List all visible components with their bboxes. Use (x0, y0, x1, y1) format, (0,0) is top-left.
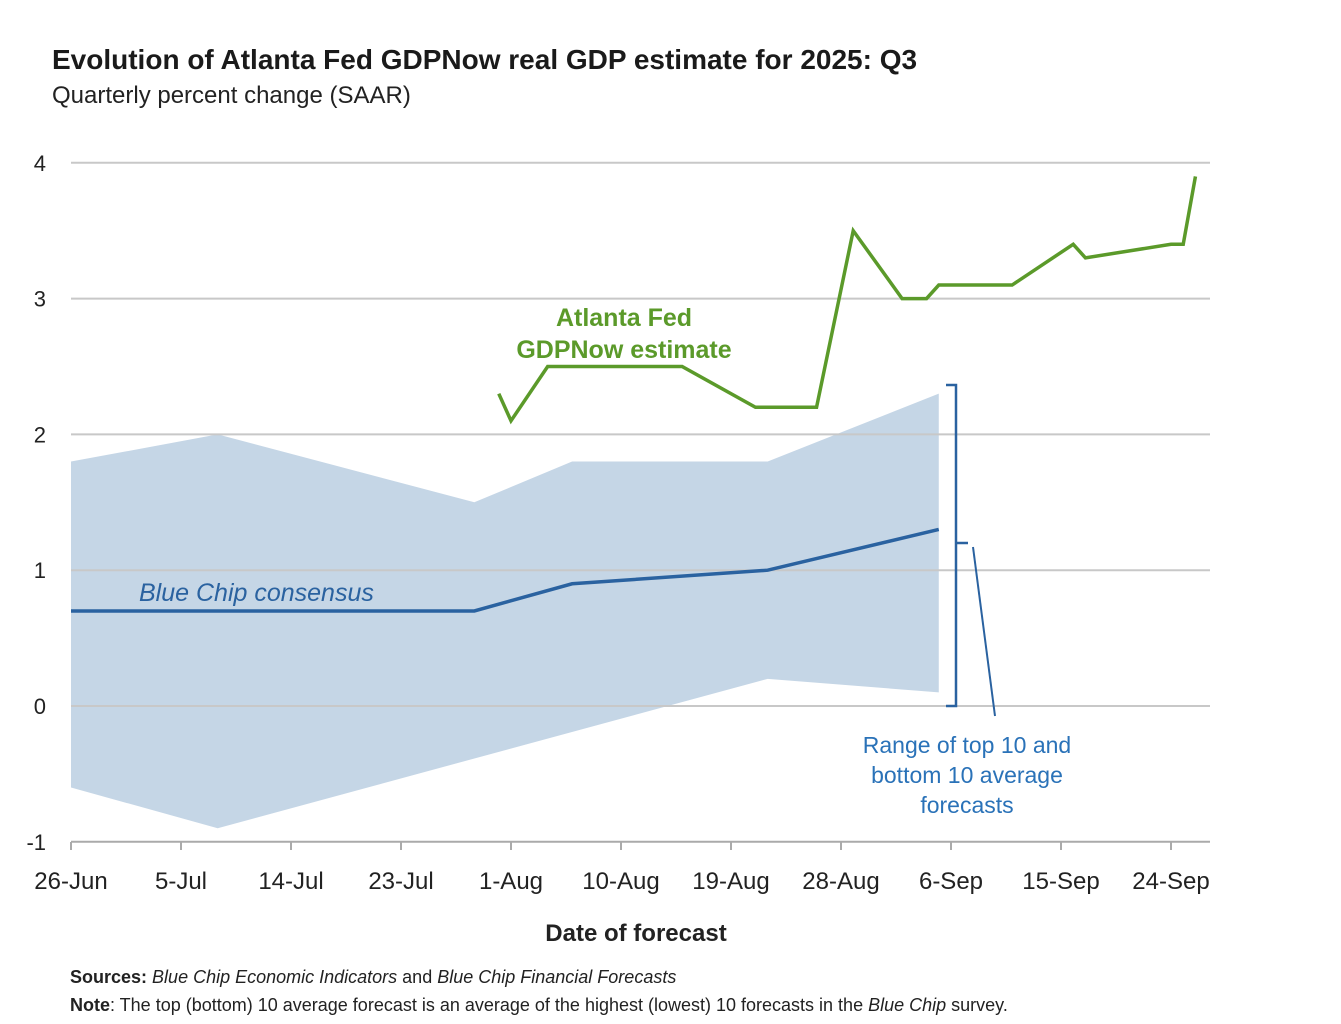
sources-note: Sources: Blue Chip Economic Indicators a… (70, 967, 676, 988)
gdpnow-label-line: Atlanta Fed (556, 304, 692, 332)
x-tick-label: 10-Aug (582, 868, 659, 895)
x-tick-label: 19-Aug (692, 868, 769, 895)
blue-chip-line (71, 527, 940, 613)
x-tick-label: 6-Sep (919, 868, 983, 895)
x-axis-title: Date of forecast (545, 920, 726, 947)
x-tick-label: 14-Jul (258, 868, 323, 895)
range-annotation-line: bottom 10 average (871, 762, 1063, 788)
source-1: Blue Chip Economic Indicators (152, 967, 398, 987)
range-band (71, 393, 939, 829)
x-tick-label: 26-Jun (34, 868, 107, 895)
range-bracket (946, 383, 968, 708)
note-text: : The top (bottom) 10 average forecast i… (110, 995, 869, 1015)
note-italic: Blue Chip (868, 995, 947, 1015)
x-tick-label: 15-Sep (1022, 868, 1099, 895)
y-tick-label: 0 (34, 694, 46, 719)
chart-subtitle: Quarterly percent change (SAAR) (52, 82, 411, 109)
y-tick-label: -1 (26, 830, 46, 855)
sources-label: Sources: (70, 967, 148, 987)
x-tick-label: 23-Jul (368, 868, 433, 895)
note-end: survey. (946, 995, 1008, 1015)
gdpnow-line (497, 176, 1198, 425)
y-tick-label: 2 (34, 422, 46, 447)
annotation-leader-line (972, 546, 996, 717)
x-tick-label: 5-Jul (155, 868, 207, 895)
note-label: Note (70, 995, 110, 1015)
range-annotation-line: Range of top 10 and (863, 732, 1071, 758)
gdpnow-label-line: GDPNow estimate (516, 336, 731, 364)
y-tick-label: 1 (34, 558, 46, 583)
chart-title: Evolution of Atlanta Fed GDPNow real GDP… (52, 44, 918, 75)
blue-chip-label: Blue Chip consensus (139, 579, 374, 607)
x-tick-label: 1-Aug (479, 868, 543, 895)
x-tick-label: 28-Aug (802, 868, 879, 895)
source-2: Blue Chip Financial Forecasts (437, 967, 677, 987)
x-tick-label: 24-Sep (1132, 868, 1209, 895)
footnote: Note: The top (bottom) 10 average foreca… (70, 995, 1008, 1016)
y-tick-label: 3 (34, 287, 46, 312)
y-tick-label: 4 (34, 151, 46, 176)
sources-and: and (397, 967, 438, 987)
range-annotation-line: forecasts (920, 792, 1013, 818)
